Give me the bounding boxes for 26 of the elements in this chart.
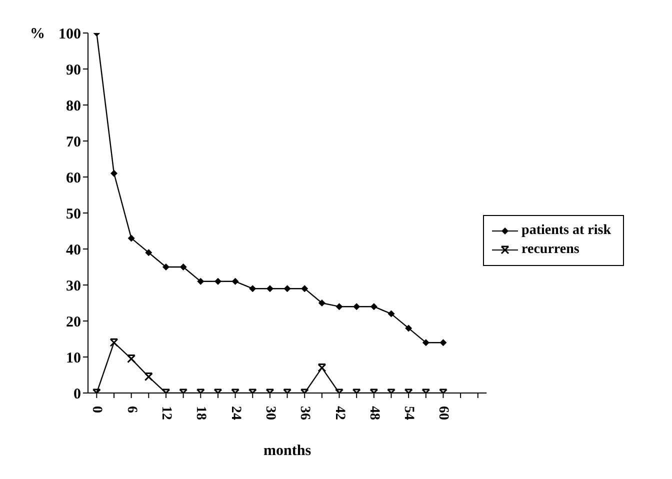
y-tick-label: 40 bbox=[66, 242, 81, 258]
x-tick-label: 6 bbox=[124, 406, 139, 413]
y-axis-title: % bbox=[30, 26, 45, 42]
x-tick-label: 12 bbox=[158, 406, 174, 420]
x-tick-label: 30 bbox=[262, 406, 278, 420]
x-tick-label: 42 bbox=[332, 406, 347, 420]
x-tick-label: 36 bbox=[297, 406, 312, 420]
x-tick-label: 18 bbox=[193, 406, 208, 420]
y-tick-label: 0 bbox=[74, 386, 81, 402]
y-tick-label: 10 bbox=[66, 350, 81, 366]
y-tick-label: 70 bbox=[66, 134, 81, 150]
x-tick-label: 24 bbox=[228, 406, 243, 420]
x-tick-label: 0 bbox=[89, 406, 104, 413]
y-tick-label: 90 bbox=[66, 62, 81, 78]
y-tick-label: 50 bbox=[66, 206, 81, 222]
y-tick-label: 80 bbox=[66, 98, 81, 114]
y-tick-label: 30 bbox=[66, 278, 81, 294]
y-tick-label: 60 bbox=[66, 170, 81, 186]
y-tick-label: 100 bbox=[58, 26, 81, 42]
y-tick-label: 20 bbox=[66, 314, 81, 330]
x-axis-title: months bbox=[264, 443, 312, 459]
legend-label: patients at risk bbox=[522, 223, 611, 239]
x-tick-label: 48 bbox=[366, 406, 382, 420]
x-tick-label: 60 bbox=[436, 406, 451, 420]
legend-label: recurrens bbox=[522, 242, 580, 258]
x-tick-label: 54 bbox=[401, 406, 416, 420]
